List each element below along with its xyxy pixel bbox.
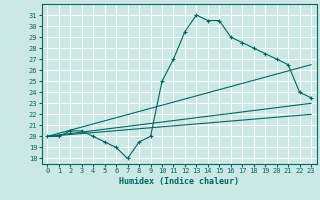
X-axis label: Humidex (Indice chaleur): Humidex (Indice chaleur) [119, 177, 239, 186]
